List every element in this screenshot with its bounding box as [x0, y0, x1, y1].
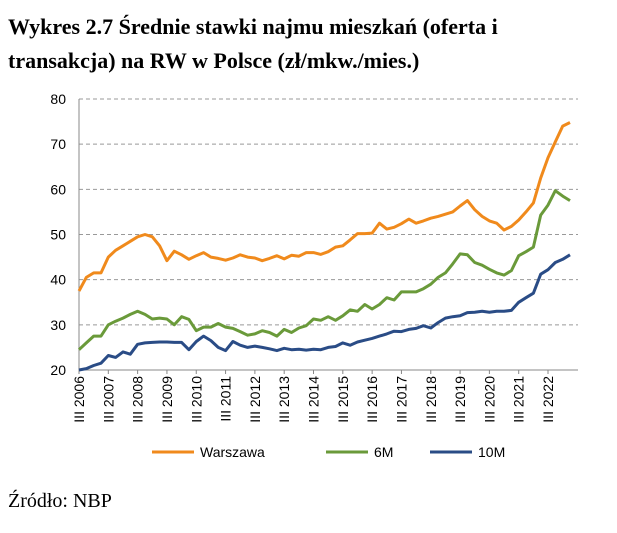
series-line [77, 121, 571, 292]
y-tick-label: 40 [50, 272, 66, 288]
x-tick-label: III 2020 [481, 376, 497, 423]
x-tick-label: III 2021 [511, 376, 527, 423]
x-tick-label: III 2009 [159, 376, 175, 423]
legend-label: Warszawa [200, 444, 265, 460]
x-tick-label: III 2016 [364, 376, 380, 423]
y-tick-label: 60 [50, 181, 66, 197]
x-tick-label: III 2017 [393, 376, 409, 423]
x-tick-label: III 2011 [218, 376, 234, 422]
legend-label: 10M [478, 444, 505, 460]
y-tick-label: 80 [50, 91, 66, 107]
series-line [78, 253, 571, 372]
chart-title: Wykres 2.7 Średnie stawki najmu mieszkań… [8, 14, 498, 39]
source: Źródło: NBP [8, 489, 112, 512]
x-tick-label: III 2006 [71, 376, 87, 423]
y-tick-label: 50 [50, 227, 66, 243]
y-tick-label: 20 [50, 362, 66, 378]
y-tick-label: 30 [50, 317, 66, 333]
x-tick-label: III 2007 [100, 376, 116, 423]
series-line [77, 189, 571, 351]
x-tick-label: III 2022 [540, 376, 556, 423]
x-tick-label: III 2015 [335, 376, 351, 423]
x-tick-label: III 2013 [276, 376, 292, 423]
x-tick-label: III 2010 [188, 376, 204, 423]
x-tick-label: III 2008 [130, 376, 146, 423]
x-tick-label: III 2014 [306, 376, 322, 423]
legend-label: 6M [374, 444, 393, 460]
chart-title: transakcja) na RW w Polsce (zł/mkw./mies… [8, 48, 419, 73]
x-tick-label: III 2012 [247, 376, 263, 423]
y-tick-label: 70 [50, 136, 66, 152]
x-tick-label: III 2018 [423, 376, 439, 423]
x-tick-label: III 2019 [452, 376, 468, 423]
